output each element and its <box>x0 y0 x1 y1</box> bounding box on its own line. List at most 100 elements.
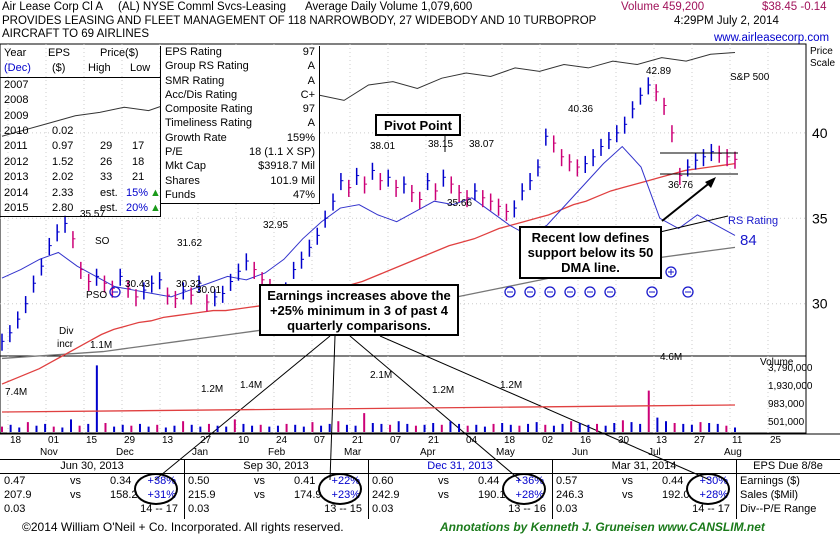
metric-label: Funds <box>165 188 196 201</box>
quarter-sales-cur: 215.9 <box>188 489 216 501</box>
price-label: 38.01 <box>370 141 395 152</box>
metric-label: Mkt Cap <box>165 160 206 173</box>
cell-year: 2015 <box>4 201 29 214</box>
price-label: 38.07 <box>469 139 494 150</box>
metric-label: Timeliness Rating <box>165 117 253 130</box>
cell-eps: 1.52 <box>52 155 74 168</box>
quarter-title: Mar 31, 2014 <box>552 460 736 474</box>
quarter-title: Sep 30, 2013 <box>184 460 368 474</box>
table-row: 2011 0.97 29 17 <box>0 139 160 154</box>
volume-panel-frame <box>0 355 807 434</box>
quarter-vs: vs <box>438 475 449 487</box>
high-header: High <box>88 62 111 75</box>
legend-earnings: Earnings ($) <box>736 474 840 488</box>
cell-year: 2007 <box>4 78 29 91</box>
price-label: 35.66 <box>447 198 472 209</box>
quarter-div: 0.03 <box>188 503 210 515</box>
x-tick-label: 25 <box>770 435 782 446</box>
table-row: 2008 <box>0 93 160 108</box>
price-label: 32.95 <box>263 220 288 231</box>
metric-row: SMR Rating A <box>161 75 319 89</box>
x-tick-label: 11 <box>732 435 743 446</box>
quarter-column: Sep 30, 2013 0.50 vs 0.41 +22% 215.9 vs 174.9 +2… <box>184 460 369 519</box>
metric-row: Shares 101.9 Mil <box>161 175 319 189</box>
quarter-div: 0.03 <box>556 503 578 515</box>
quarter-vs: vs <box>70 475 81 487</box>
cell-eps: 2.02 <box>52 171 74 184</box>
metric-value: C+ <box>300 88 315 101</box>
ticker-line: (AL) NYSE Comml Svcs-Leasing <box>118 1 287 13</box>
legend-earnings-text: Earnings ($) <box>740 475 800 487</box>
metric-value: 97 <box>302 103 315 116</box>
table-row: 2013 2.02 33 21 <box>0 170 160 185</box>
callout-line <box>379 335 711 481</box>
minus-circle-icon <box>584 286 596 298</box>
x-tick-label: 02 <box>542 435 554 446</box>
support-arrow <box>661 180 713 222</box>
description-line-1: PROVIDES LEASING AND FLEET MANAGEMENT OF… <box>2 15 597 27</box>
volume-label: 1.2M <box>432 385 454 396</box>
dec-header: (Dec) <box>4 62 31 75</box>
metric-label: Acc/Dis Rating <box>165 88 238 101</box>
annual-eps-table: Year EPS Price($) (Dec) ($) High Low 200… <box>0 46 161 218</box>
quarter-title: Jun 30, 2013 <box>0 460 184 474</box>
quarter-eps-cur: 0.47 <box>4 475 26 487</box>
month-label: Apr <box>420 447 436 458</box>
timestamp: 4:29PM July 2, 2014 <box>674 15 779 27</box>
sp500-line <box>1 52 736 137</box>
cell-eps: 2.80 <box>52 201 74 214</box>
quarter-sales-cur: 207.9 <box>4 489 32 501</box>
metric-value: 159% <box>286 131 315 144</box>
metric-row: P/E 18 (1.1 X SP) <box>161 146 319 160</box>
metric-value: 101.9 Mil <box>270 174 315 187</box>
ratings-panel: EPS Rating 97 Group RS Rating A SMR Rating A A… <box>161 46 320 205</box>
volume-label: 2.1M <box>370 370 392 381</box>
metric-value: 47% <box>292 188 315 201</box>
month-label: Aug <box>724 447 742 458</box>
cell-low: 21 <box>132 171 145 184</box>
eps-legend: EPS Due 8/8e Earnings ($) Sales ($Mil) Div-… <box>736 460 840 519</box>
x-tick-label: 18 <box>10 435 22 446</box>
quarter-pe-range: 14 -- 17 <box>692 503 730 515</box>
earnings-annotation: Earnings increases above the +25% minimu… <box>259 284 459 336</box>
quarter-eps-prev: 0.41 <box>294 475 316 487</box>
metric-label: SMR Rating <box>165 74 225 87</box>
highlight-circle <box>502 473 546 505</box>
x-tick-label: 16 <box>580 435 592 446</box>
cell-eps: 0.02 <box>52 124 74 137</box>
up-arrow-icon: ▲ <box>150 201 161 214</box>
x-tick-label: 18 <box>504 435 516 446</box>
month-label: Nov <box>40 447 58 458</box>
price-tick-label: 30 <box>812 296 828 312</box>
table-header-row: Year EPS Price($) <box>0 46 160 61</box>
div-pe-line: 0.03 14 -- 17 <box>0 502 184 516</box>
cell-high: 33 <box>100 171 113 184</box>
x-tick-label: 13 <box>162 435 174 446</box>
legend-divpe: Div--P/E Range <box>736 502 840 516</box>
metric-label: Composite Rating <box>165 103 253 116</box>
volume-axis-label: Volume <box>760 357 794 368</box>
arrow-head <box>705 177 716 188</box>
volume-label: 1.4M <box>240 380 262 391</box>
cell-high: est. <box>100 186 118 199</box>
metric-label: EPS Rating <box>165 46 222 58</box>
sma50-line <box>1 162 736 385</box>
volume-tick-label: 3,790,000 <box>768 363 813 374</box>
rs-line <box>1 145 736 298</box>
table-row: 2007 <box>0 78 160 93</box>
price-tick-label: 35 <box>812 210 828 226</box>
quarter-sales-prev: 190.1 <box>478 489 506 501</box>
quarter-sales-cur: 242.9 <box>372 489 400 501</box>
table-subheader-row: (Dec) ($) High Low <box>0 61 160 78</box>
highlight-circle <box>686 473 730 505</box>
metric-value: 97 <box>302 46 315 58</box>
company-name: Air Lease Corp Cl A <box>2 1 103 13</box>
volume-tick-label: 1,930,000 <box>768 381 813 392</box>
cell-high: 29 <box>100 140 113 153</box>
x-tick-label: 29 <box>124 435 136 446</box>
low-header: Low <box>130 62 151 75</box>
price-tick-label: 40 <box>812 125 828 141</box>
x-tick-label: 27 <box>694 435 706 446</box>
metric-row: Funds 47% <box>161 189 319 203</box>
website-link[interactable]: www.airleasecorp.com <box>714 32 830 44</box>
